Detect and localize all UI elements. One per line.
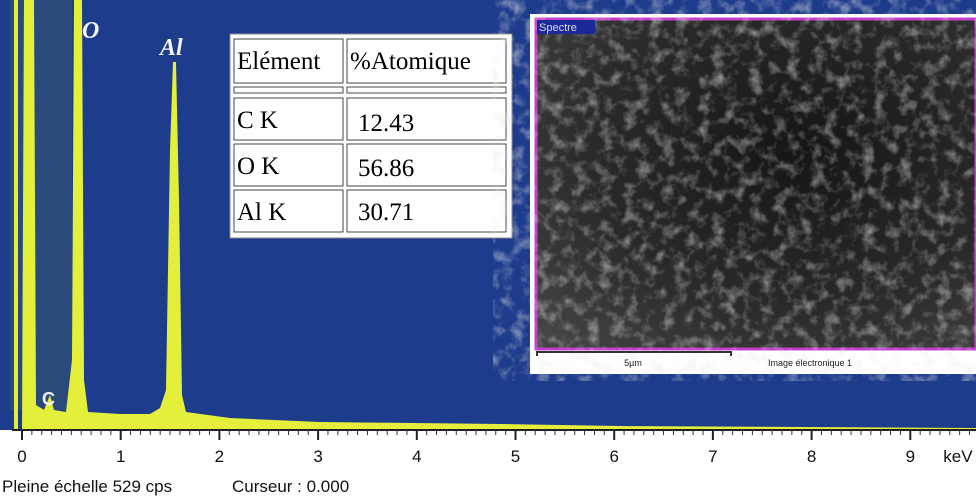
header-cell: Elément bbox=[237, 48, 320, 75]
value-cell: 30.71 bbox=[358, 199, 414, 226]
cell bbox=[346, 189, 507, 233]
element-cell: O K bbox=[237, 153, 279, 180]
cell bbox=[346, 143, 507, 187]
full-scale: Pleine échelle 529 cps bbox=[2, 477, 172, 496]
image-label: Spectre bbox=[539, 22, 577, 34]
element-cell: C K bbox=[237, 107, 278, 134]
header-cell: %Atomique bbox=[350, 48, 471, 75]
value-cell: 56.86 bbox=[358, 155, 414, 182]
x-tick-label: 9 bbox=[906, 447, 915, 466]
x-tick-label: 4 bbox=[412, 447, 421, 466]
sem-texture bbox=[537, 20, 975, 348]
cell bbox=[233, 38, 344, 84]
results-table: Elément %Atomique C K 12.43 O K 56.86 Al… bbox=[229, 33, 513, 239]
scale-bar bbox=[536, 351, 732, 356]
cell bbox=[233, 86, 344, 94]
cell bbox=[233, 143, 344, 187]
peak-label: C bbox=[42, 389, 55, 409]
value-cell: 12.43 bbox=[358, 110, 414, 137]
cell bbox=[346, 97, 507, 141]
x-tick-label: 7 bbox=[708, 447, 717, 466]
x-unit: keV bbox=[943, 447, 973, 466]
image-caption: Image électronique 1 bbox=[768, 358, 852, 368]
element-cell: Al K bbox=[237, 199, 286, 226]
x-tick-label: 8 bbox=[807, 447, 816, 466]
x-tick-label: 3 bbox=[313, 447, 322, 466]
x-tick-label: 6 bbox=[609, 447, 618, 466]
x-tick-label: 1 bbox=[116, 447, 125, 466]
label-box bbox=[537, 20, 595, 34]
sem-image-panel: Spectre 5µm Image électronique 1 bbox=[530, 14, 976, 374]
cursor: Curseur : 0.000 bbox=[232, 477, 349, 496]
cell bbox=[346, 38, 507, 84]
table-frame bbox=[229, 33, 513, 239]
scale-label: 5µm bbox=[624, 358, 642, 368]
cell bbox=[233, 189, 344, 233]
x-tick-label: 2 bbox=[215, 447, 224, 466]
cell bbox=[233, 97, 344, 141]
shade bbox=[10, 0, 72, 410]
cell bbox=[346, 86, 507, 94]
peak-label: O bbox=[82, 18, 99, 44]
x-axis-ticks: 0 1 2 3 4 5 6 7 8 9 bbox=[17, 430, 971, 466]
x-tick-label: 0 bbox=[17, 447, 26, 466]
x-tick-label: 5 bbox=[511, 447, 520, 466]
zero-peak bbox=[14, 0, 18, 430]
peak-label: Al bbox=[158, 35, 183, 61]
